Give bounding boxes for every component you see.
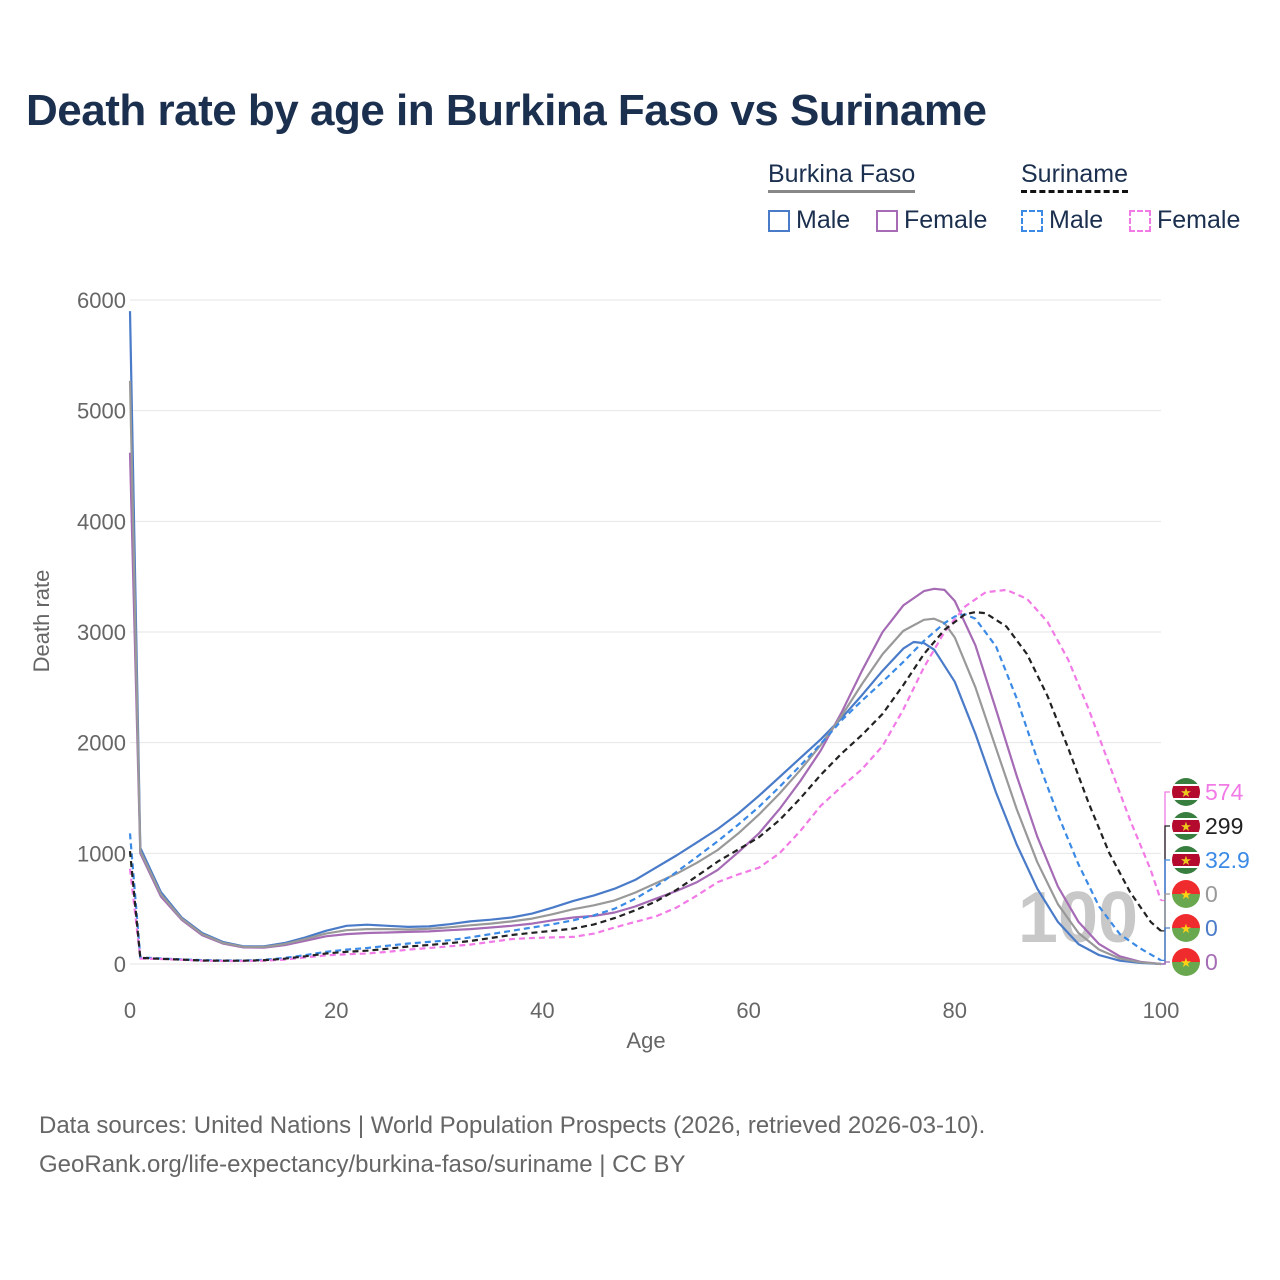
series-lines — [128, 311, 1163, 966]
y-axis-ticks: 0 1000 2000 3000 4000 5000 6000 — [77, 288, 126, 977]
series-line-suriname-total[interactable] — [128, 611, 1162, 962]
legend-group-label: Suriname — [1021, 160, 1128, 188]
end-label-value: 0 — [1205, 915, 1218, 941]
legend-group-line — [1021, 190, 1128, 193]
star-icon: ★ — [1180, 921, 1192, 936]
legend-group-burkina-faso[interactable]: Burkina Faso — [768, 160, 916, 193]
y-tick-label: 3000 — [77, 620, 126, 645]
chart-title: Death rate by age in Burkina Faso vs Sur… — [26, 86, 987, 135]
legend-item-suriname-female[interactable]: Female — [1129, 206, 1240, 235]
series-line-suriname-male[interactable] — [128, 613, 1162, 962]
series-line-burkina-faso-female[interactable] — [128, 452, 1162, 966]
legend-group-suriname[interactable]: Suriname — [1021, 160, 1128, 193]
end-label: ★ 299 — [1161, 812, 1243, 932]
swatch-icon — [1021, 209, 1043, 232]
burkina-faso-flag-icon: ★ — [1172, 948, 1200, 976]
y-tick-label: 5000 — [77, 399, 126, 424]
x-tick-label: 60 — [736, 998, 760, 1023]
legend-item-burkina-faso-female[interactable]: Female — [876, 206, 987, 235]
y-tick-label: 6000 — [77, 288, 126, 313]
end-label: ★ 0 — [1161, 948, 1218, 976]
legend-item-label: Male — [796, 206, 851, 234]
end-labels: ★ 574★ 299★ 32.9★ 0★ 0★ 0 — [1161, 778, 1250, 976]
end-label-connector — [1161, 961, 1170, 965]
legend-item-label: Female — [1157, 206, 1241, 234]
suriname-flag-icon: ★ — [1172, 846, 1200, 874]
star-icon: ★ — [1180, 853, 1192, 868]
legend-item-label: Female — [904, 206, 988, 234]
x-tick-label: 80 — [943, 998, 967, 1023]
star-icon: ★ — [1180, 785, 1192, 800]
x-tick-label: 40 — [530, 998, 554, 1023]
y-tick-label: 4000 — [77, 509, 126, 534]
suriname-flag-icon: ★ — [1172, 812, 1200, 840]
grid — [130, 299, 1161, 965]
x-tick-label: 0 — [124, 998, 136, 1023]
series-line-burkina-faso-male[interactable] — [128, 311, 1162, 966]
suriname-flag-icon: ★ — [1172, 778, 1200, 806]
burkina-faso-flag-icon: ★ — [1172, 880, 1200, 908]
series-line-burkina-faso-total[interactable] — [128, 380, 1162, 966]
y-tick-label: 0 — [114, 952, 126, 977]
end-label: ★ 32.9 — [1161, 846, 1250, 961]
x-axis-ticks: 0 20 40 60 80 100 — [124, 998, 1179, 1023]
swatch-icon — [876, 209, 898, 232]
swatch-icon — [1129, 209, 1151, 232]
y-axis-title: Death rate — [29, 570, 54, 673]
end-label-value: 0 — [1205, 881, 1218, 907]
data-source-text: Data sources: United Nations | World Pop… — [39, 1112, 986, 1139]
footer: Data sources: United Nations | World Pop… — [39, 1106, 985, 1184]
x-tick-label: 100 — [1143, 998, 1180, 1023]
end-label-value: 299 — [1205, 813, 1243, 839]
end-label: ★ 0 — [1161, 914, 1218, 965]
end-label-value: 574 — [1205, 779, 1244, 805]
legend-group-line — [768, 190, 916, 193]
end-label-value: 0 — [1205, 949, 1218, 975]
source-url-text: GeoRank.org/life-expectancy/burkina-faso… — [39, 1151, 686, 1178]
age-annotation: 100 — [1018, 878, 1138, 958]
legend-item-suriname-male[interactable]: Male — [1021, 206, 1103, 235]
star-icon: ★ — [1180, 887, 1192, 902]
legend-group-label: Burkina Faso — [768, 160, 916, 188]
legend-item-burkina-faso-male[interactable]: Male — [768, 206, 850, 235]
swatch-icon — [768, 209, 790, 232]
y-tick-label: 1000 — [77, 841, 126, 866]
x-tick-label: 20 — [324, 998, 348, 1023]
burkina-faso-flag-icon: ★ — [1172, 914, 1200, 942]
end-label: ★ 574 — [1161, 778, 1244, 902]
legend-item-label: Male — [1049, 206, 1104, 234]
end-label-value: 32.9 — [1205, 847, 1250, 873]
star-icon: ★ — [1180, 955, 1192, 970]
end-label-connector — [1161, 927, 1170, 965]
star-icon: ★ — [1180, 819, 1192, 834]
x-axis-title: Age — [626, 1028, 665, 1053]
y-tick-label: 2000 — [77, 731, 126, 756]
